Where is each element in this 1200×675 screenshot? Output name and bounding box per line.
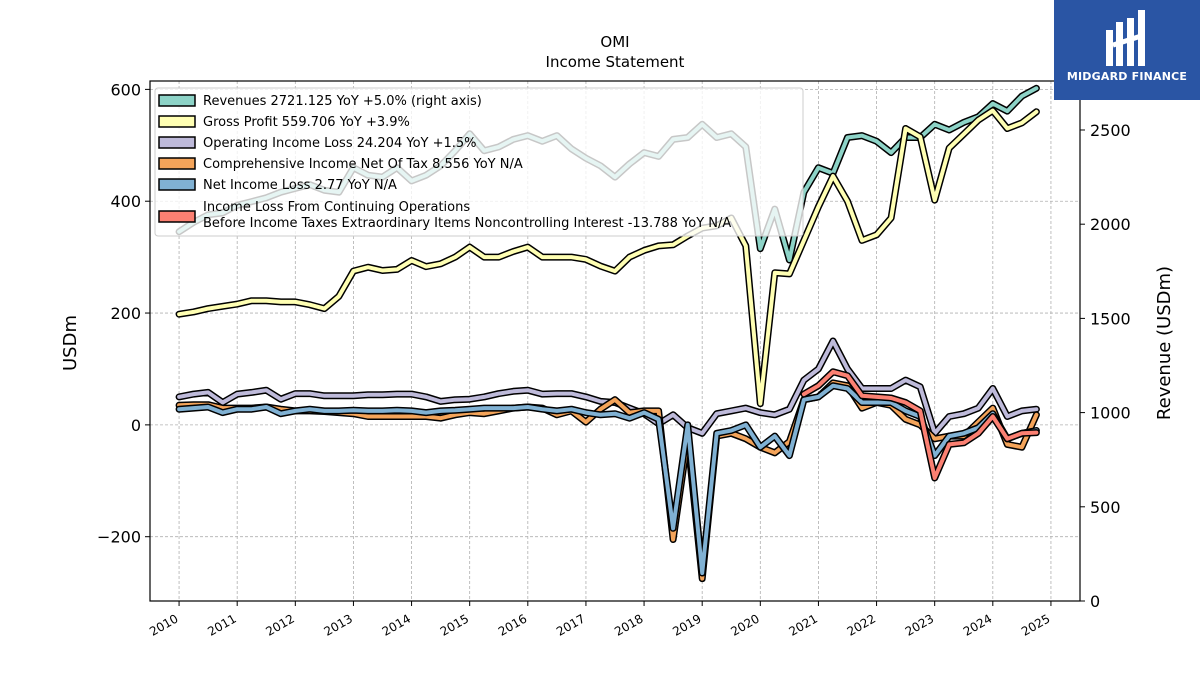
y-tick-label-right: 2000 [1090,215,1131,234]
legend-swatch [158,210,196,223]
legend: Revenues 2721.125 YoY +5.0% (right axis)… [154,87,804,237]
y-tick-label-left: 400 [110,192,141,211]
x-tick-label: 2010 [147,611,180,638]
legend-label: Income Loss From Continuing Operations [203,200,470,215]
y-tick-label-right: 0 [1090,592,1100,611]
y-tick-label-right: 2500 [1090,121,1131,140]
legend-label: Gross Profit 559.706 YoY +3.9% [203,115,410,130]
y-tick-label-right: 500 [1090,498,1121,517]
legend-item-comprehensive_income: Comprehensive Income Net Of Tax 8.556 Yo… [158,157,523,172]
x-tick-label: 2016 [496,611,529,638]
axes: 2010 2011 2012 2013 2014 2015 2016 2017 2018 2019… [97,80,1131,638]
y-tick-label-left: 600 [110,80,141,99]
legend-swatch [158,115,196,128]
series-net_income [175,382,1040,577]
series-gross_profit [175,107,1040,408]
legend-item-operating_income: Operating Income Loss 24.204 YoY +1.5% [158,136,477,151]
y-tick-label-left: 0 [131,416,141,435]
legend-swatch [158,94,196,107]
y-axis-label-right: Revenue (USDm) [1154,266,1175,420]
x-tick-label: 2021 [786,611,819,638]
logo-mark-icon [1106,10,1145,66]
x-tick-label: 2014 [380,611,413,638]
x-tick-label: 2011 [205,611,238,638]
x-tick-label: 2020 [728,611,761,638]
legend-label: Revenues 2721.125 YoY +5.0% (right axis) [203,94,482,109]
y-tick-label-left: −200 [97,528,141,547]
series-line [801,369,1039,480]
series-lines [175,84,1040,583]
x-tick-label: 2017 [554,611,587,638]
series-line [177,108,1039,406]
y-tick-label-right: 1500 [1090,309,1131,328]
x-tick-label: 2023 [903,611,936,638]
legend-label: Before Income Taxes Extraordinary Items … [203,216,731,231]
legend-item-gross_profit: Gross Profit 559.706 YoY +3.9% [158,115,410,130]
legend-label: Net Income Loss 2.77 YoY N/A [203,178,397,193]
legend-item-net_income: Net Income Loss 2.77 YoY N/A [158,178,397,193]
x-tick-label: 2022 [845,611,878,638]
legend-swatch [158,178,196,191]
legend-box [154,87,804,237]
legend-label: Operating Income Loss 24.204 YoY +1.5% [203,136,477,151]
legend-label: Comprehensive Income Net Of Tax 8.556 Yo… [203,157,523,172]
legend-swatch [158,157,196,170]
chart-subtitle: Income Statement [546,53,685,71]
x-tick-label: 2018 [612,611,645,638]
chart-title: OMI [600,33,629,51]
x-tick-label: 2019 [670,611,703,638]
plot-frame [149,80,1081,602]
logo-text: MIDGARD FINANCE [1066,70,1188,83]
legend-swatch [158,136,196,149]
midgard-finance-logo: MIDGARD FINANCE [1054,0,1200,100]
series-line [177,383,1039,575]
y-tick-label-left: 200 [110,304,141,323]
x-tick-label: 2015 [438,611,471,638]
y-tick-label-right: 1000 [1090,404,1131,423]
x-tick-label: 2024 [961,611,994,638]
y-axis-label-left: USDm [60,315,81,371]
legend-item-pretax_income: Income Loss From Continuing OperationsBe… [158,200,731,231]
x-tick-label: 2013 [321,611,354,638]
legend-item-revenues: Revenues 2721.125 YoY +5.0% (right axis) [158,94,482,109]
x-tick-label: 2025 [1019,611,1052,638]
x-tick-label: 2012 [263,611,296,638]
series-pretax_income [800,368,1040,482]
